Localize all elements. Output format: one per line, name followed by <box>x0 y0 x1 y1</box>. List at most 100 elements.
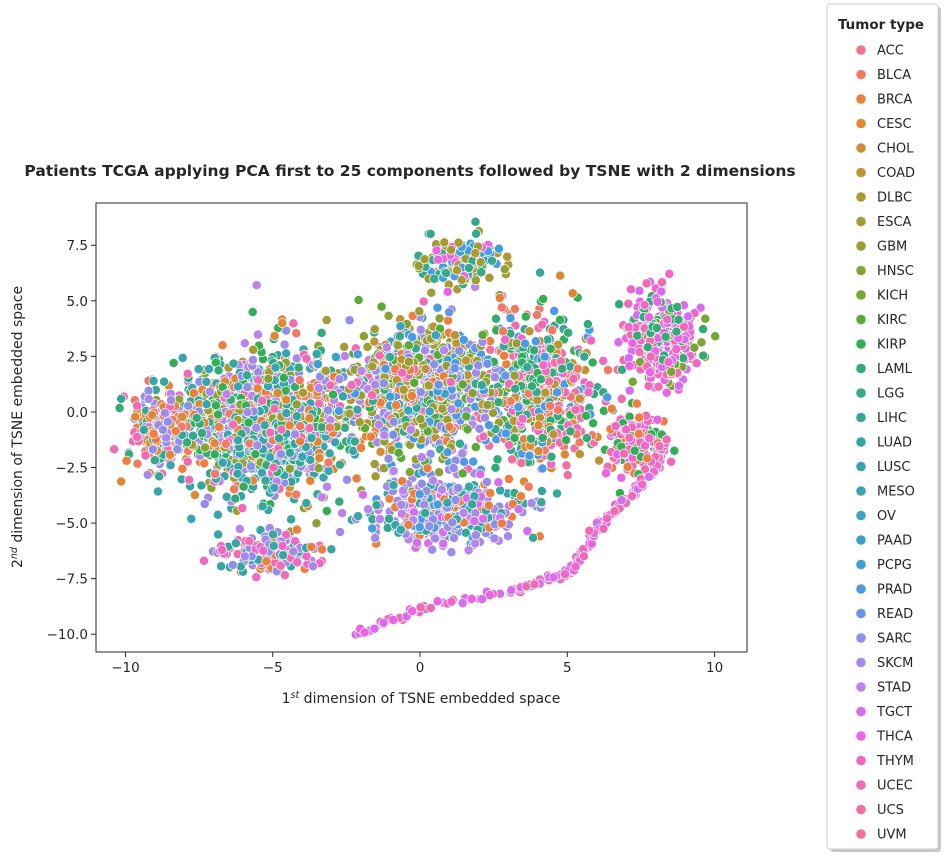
legend-item: LIHC <box>856 411 907 426</box>
data-point <box>298 387 309 398</box>
y-axis: −10.0−7.5−5.0−2.50.02.55.07.5 <box>47 238 96 643</box>
data-point <box>242 382 253 393</box>
data-point <box>407 310 418 321</box>
data-point <box>652 296 663 307</box>
legend-item: ACC <box>856 44 904 59</box>
legend-item: KIRP <box>856 338 906 353</box>
data-point <box>197 428 207 439</box>
data-point <box>295 421 306 432</box>
legend-item: READ <box>856 607 913 622</box>
legend-label: DLBC <box>877 191 912 206</box>
data-point <box>462 424 473 435</box>
data-point <box>375 446 386 457</box>
data-point <box>253 329 263 340</box>
data-point <box>369 459 380 470</box>
data-point <box>339 351 350 361</box>
data-point <box>644 471 654 482</box>
data-point <box>689 342 700 353</box>
data-point <box>416 478 427 489</box>
data-point <box>477 594 487 605</box>
data-point <box>388 615 399 625</box>
data-point <box>183 400 194 411</box>
data-point <box>403 519 414 530</box>
data-point <box>338 391 348 402</box>
data-point <box>431 245 442 256</box>
data-point <box>545 343 556 354</box>
legend-label: BLCA <box>877 68 911 83</box>
data-point <box>459 456 470 467</box>
data-point <box>642 453 653 464</box>
data-point <box>578 551 589 562</box>
data-point <box>470 275 481 286</box>
data-point <box>210 469 221 479</box>
legend-item: KICH <box>856 289 908 304</box>
data-point <box>385 391 396 402</box>
legend-item: LAML <box>856 362 913 377</box>
data-point <box>437 403 448 414</box>
data-point <box>429 359 440 370</box>
data-point <box>489 533 500 544</box>
data-point <box>214 422 224 432</box>
data-point <box>378 378 389 389</box>
data-point <box>548 429 559 440</box>
data-point <box>454 438 465 449</box>
data-point <box>334 405 344 416</box>
data-point <box>337 508 348 519</box>
data-point <box>334 459 345 470</box>
data-point <box>304 423 315 434</box>
data-point <box>448 463 459 474</box>
data-point <box>272 388 283 399</box>
data-point <box>504 440 515 450</box>
data-point <box>268 540 279 551</box>
legend-label: LAML <box>877 362 913 377</box>
data-point <box>395 321 406 332</box>
legend-marker <box>856 192 866 202</box>
data-point <box>265 427 276 438</box>
data-point <box>321 506 332 516</box>
data-point <box>418 296 429 307</box>
data-point <box>388 466 399 476</box>
data-point <box>388 480 399 491</box>
data-point <box>634 285 645 296</box>
data-point <box>132 432 143 442</box>
data-point <box>269 331 280 341</box>
data-point <box>367 361 378 372</box>
legend-item: CHOL <box>856 142 914 157</box>
legend-label: SARC <box>877 632 912 647</box>
data-point <box>598 523 609 534</box>
data-point <box>671 326 682 337</box>
legend-item: LUSC <box>856 460 910 475</box>
data-point <box>635 357 646 367</box>
data-point <box>674 380 684 391</box>
data-point <box>520 311 531 322</box>
legend-marker <box>856 633 866 643</box>
legend-marker <box>856 167 866 178</box>
legend-marker <box>856 755 866 766</box>
data-point <box>432 596 443 607</box>
legend-item: DLBC <box>856 191 912 206</box>
data-point <box>533 420 544 431</box>
legend-marker <box>856 363 866 374</box>
data-point <box>430 330 441 341</box>
data-point <box>520 338 530 349</box>
data-point <box>268 462 279 473</box>
legend-marker <box>856 706 866 717</box>
data-point <box>132 458 143 469</box>
data-point <box>432 302 443 313</box>
legend-item: PCPG <box>856 558 912 573</box>
data-point <box>406 390 417 401</box>
data-point <box>524 326 535 337</box>
data-point <box>297 451 308 462</box>
data-point <box>398 485 408 496</box>
legend-marker <box>856 94 866 104</box>
data-point <box>313 359 323 370</box>
legend-label: CESC <box>877 117 912 132</box>
data-point <box>170 426 181 437</box>
data-point <box>213 409 224 420</box>
legend-label: THYM <box>876 754 914 769</box>
data-point <box>671 344 682 355</box>
data-point <box>251 280 262 291</box>
data-point <box>463 263 474 273</box>
data-point <box>281 408 292 419</box>
data-point <box>457 448 468 459</box>
